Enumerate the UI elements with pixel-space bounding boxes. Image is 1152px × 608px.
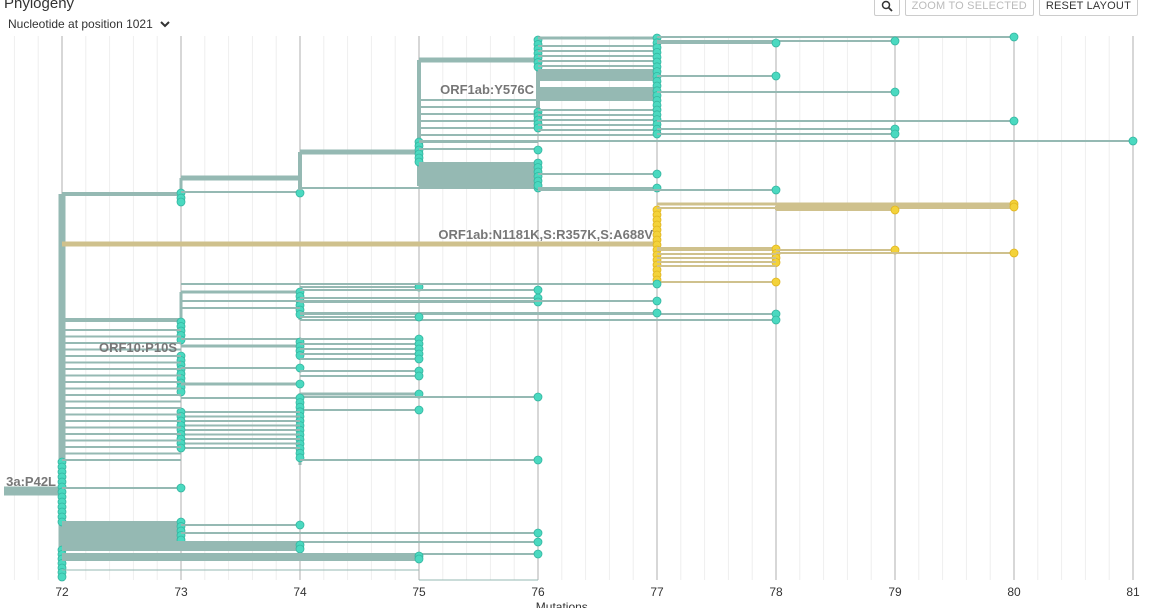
tree-tip [890, 87, 900, 97]
branch-label: 3a:P42L [6, 474, 56, 489]
tree-tip [533, 145, 543, 155]
tree-tip [652, 279, 662, 289]
tree-tip [533, 455, 543, 465]
tree-tip [414, 312, 424, 322]
color-by-label: Nucleotide at position 1021 [8, 17, 153, 31]
x-tick-label: 78 [769, 585, 783, 599]
tree-tip [1009, 202, 1019, 212]
tree-tip [176, 483, 186, 493]
tree-tip [1009, 248, 1019, 258]
tree-tip [533, 528, 543, 538]
x-tick-label: 76 [531, 585, 545, 599]
branch-label: ORF10:P10S [99, 340, 177, 355]
x-tick-label: 73 [174, 585, 188, 599]
reset-layout-button[interactable]: RESET LAYOUT [1038, 0, 1138, 16]
tree-tip [1009, 32, 1019, 42]
color-by-dropdown[interactable]: Nucleotide at position 1021 [8, 17, 171, 31]
branch-label: ORF1ab:N1181K,S:R357K,S:A688V [438, 227, 653, 242]
tree-tip [771, 185, 781, 195]
tree-tip [176, 197, 186, 207]
tree-tip [414, 405, 424, 415]
tree-tip [533, 537, 543, 547]
tree-tip [652, 308, 662, 318]
tree-tip [652, 296, 662, 306]
chevron-down-icon [160, 21, 170, 28]
x-tick-label: 74 [293, 585, 307, 599]
x-tick-label: 80 [1007, 585, 1021, 599]
tree-tip [295, 188, 305, 198]
zoom-to-selected-button[interactable]: ZOOM TO SELECTED [904, 0, 1034, 16]
tree-tip [295, 544, 305, 554]
tree-tip [533, 392, 543, 402]
x-axis-title: Mutations [536, 600, 588, 608]
tree-toolbar: ZOOM TO SELECTED RESET LAYOUT [873, 0, 1138, 16]
x-tick-label: 79 [888, 585, 902, 599]
x-tick-label: 81 [1126, 585, 1140, 599]
tree-tip [295, 379, 305, 389]
tree-tip [533, 285, 543, 295]
tree-tip [57, 572, 67, 582]
tree-tip [295, 520, 305, 530]
tree-tip [771, 38, 781, 48]
tree-tip [652, 169, 662, 179]
x-tick-label: 72 [55, 585, 69, 599]
tree-tip [771, 315, 781, 325]
tree-tip [414, 554, 424, 564]
branch-label: ORF1ab:Y576C [440, 82, 535, 97]
tree-tip [890, 205, 900, 215]
x-tick-label: 77 [650, 585, 664, 599]
tree-tip [890, 36, 900, 46]
tree-tip [890, 129, 900, 139]
tree-tip [771, 71, 781, 81]
magnifier-icon [881, 0, 893, 12]
zoom-button[interactable] [873, 0, 900, 16]
tree-tip [1128, 136, 1138, 146]
tree-tip [414, 354, 424, 364]
tree-tip [1009, 116, 1019, 126]
panel-title: Phylogeny [4, 0, 75, 12]
tree-tip [414, 371, 424, 381]
tree-tip [533, 549, 543, 559]
tree-tip [771, 277, 781, 287]
x-tick-label: 75 [412, 585, 426, 599]
